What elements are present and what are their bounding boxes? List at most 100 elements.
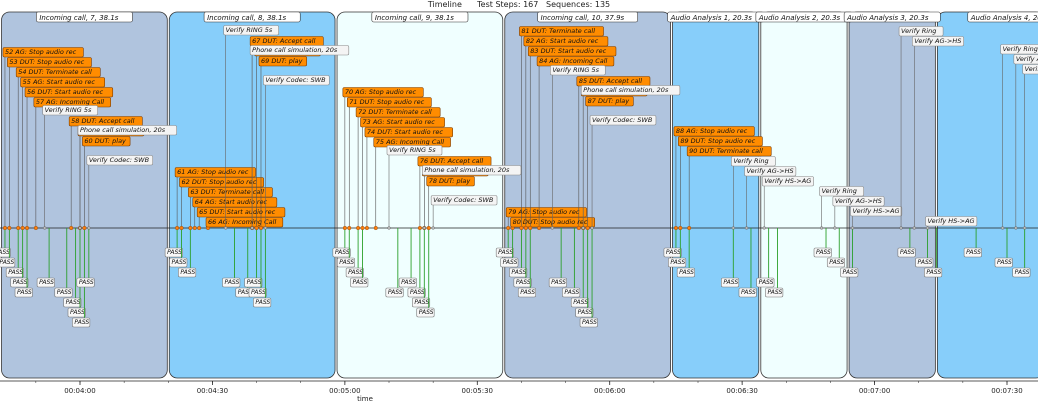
segment-title-text: Incoming call, 10, 37.9s bbox=[541, 14, 625, 22]
pass-label-text: PASS bbox=[0, 259, 14, 266]
verify-marker bbox=[1000, 226, 1005, 230]
pass-label: PASS bbox=[570, 297, 589, 308]
step-label-text: 83 DUT: Start audio rec bbox=[530, 47, 606, 55]
pass-label-box bbox=[676, 267, 695, 278]
step-label-text: 70 AG: Stop audio rec bbox=[345, 88, 417, 96]
x-tick-label: 00:05:00 bbox=[329, 387, 360, 395]
step-marker bbox=[673, 225, 678, 230]
step-marker bbox=[197, 225, 202, 230]
pass-label-text: PASS bbox=[167, 249, 182, 256]
step-marker bbox=[7, 225, 12, 230]
segment-title-8: Audio Analysis 4, 20.3s bbox=[967, 11, 1038, 23]
pass-label-text: PASS bbox=[225, 279, 240, 286]
step-marker bbox=[687, 225, 692, 230]
pass-label: PASS bbox=[332, 247, 351, 258]
verify-marker bbox=[550, 226, 554, 230]
step-label-box bbox=[7, 57, 92, 68]
pass-label: PASS bbox=[500, 257, 519, 268]
step-label-text: 58 DUT: Accept call bbox=[71, 117, 134, 125]
pass-label: PASS bbox=[54, 287, 73, 298]
pass-label: PASS bbox=[756, 277, 775, 288]
verify-label-box bbox=[42, 105, 98, 116]
segment-title-text: Incoming call, 9, 38.1s bbox=[375, 14, 454, 22]
pass-label-text: PASS bbox=[843, 269, 858, 276]
pass-label-text: PASS bbox=[816, 249, 831, 256]
pass-label-text: PASS bbox=[520, 289, 535, 296]
verify-label-box bbox=[1000, 44, 1038, 55]
pass-label-text: PASS bbox=[503, 259, 518, 266]
verify-label: Verify RING 5s bbox=[386, 145, 443, 156]
verify-label: Verify HS->AG bbox=[761, 176, 814, 187]
verify-label: Verify A bbox=[1013, 54, 1038, 65]
pass-label-box bbox=[244, 277, 263, 288]
step-marker bbox=[2, 225, 7, 230]
verify-label-text: Verify bbox=[1025, 65, 1038, 73]
verify-label: Phone call simulation, 20s bbox=[422, 165, 522, 176]
verify-label: Verify AG->HS bbox=[911, 36, 964, 47]
pass-label: PASS bbox=[579, 317, 598, 328]
step-label-text: 76 DUT: Accept call bbox=[420, 157, 483, 165]
pass-label-box bbox=[915, 257, 934, 268]
pass-label: PASS bbox=[575, 307, 594, 318]
pass-label: PASS bbox=[897, 247, 916, 258]
segment-title-text: Audio Analysis 1, 20.3s bbox=[670, 14, 753, 22]
step-label-box bbox=[174, 167, 256, 178]
pass-label-box bbox=[169, 257, 188, 268]
verify-label-text: Verify AG->HS bbox=[914, 37, 961, 45]
step-label: 80 DUT: Stop audio rec bbox=[510, 217, 595, 228]
verify-label-text: Phone call simulation, 20s bbox=[424, 166, 510, 174]
pass-label-box bbox=[579, 317, 598, 328]
segment-panel-5 bbox=[672, 11, 760, 379]
verify-label-box bbox=[850, 206, 903, 217]
step-label-box bbox=[519, 26, 604, 37]
pass-label-text: PASS bbox=[551, 279, 566, 286]
step-marker bbox=[342, 225, 347, 230]
pass-label-box bbox=[0, 247, 11, 258]
pass-label-text: PASS bbox=[511, 269, 526, 276]
verify-label-box bbox=[86, 155, 154, 166]
verify-label: Phone call simulation, 20s bbox=[77, 125, 177, 136]
verify-label-box bbox=[550, 65, 606, 76]
pass-label: PASS bbox=[76, 277, 95, 288]
pass-label-text: PASS bbox=[666, 249, 681, 256]
step-label: 87 DUT: play bbox=[585, 96, 634, 107]
pass-label-text: PASS bbox=[573, 299, 588, 306]
x-tick-label: 00:05:30 bbox=[462, 387, 493, 395]
pass-label: PASS bbox=[826, 257, 845, 268]
pass-label: PASS bbox=[663, 247, 682, 258]
step-label: 54 DUT: Terminate call bbox=[15, 67, 101, 78]
x-tick-label: 00:04:00 bbox=[64, 387, 95, 395]
step-label-text: 65 DUT: Start audio rec bbox=[199, 208, 275, 216]
pass-label-box bbox=[663, 247, 682, 258]
verify-label-text: Verify A bbox=[1016, 55, 1038, 63]
verify-marker bbox=[925, 226, 930, 230]
segment-title-text: Audio Analysis 2, 20.3s bbox=[758, 14, 841, 22]
pass-label-text: PASS bbox=[926, 269, 941, 276]
verify-label-box bbox=[898, 26, 944, 37]
verify-label: Verify Codec: SWB bbox=[263, 75, 330, 86]
pass-label: PASS bbox=[244, 277, 263, 288]
pass-label-text: PASS bbox=[767, 289, 782, 296]
pass-label-text: PASS bbox=[17, 289, 32, 296]
pass-label-box bbox=[994, 257, 1013, 268]
pass-label: PASS bbox=[67, 307, 86, 318]
pass-label-text: PASS bbox=[829, 259, 844, 266]
verify-label-box bbox=[249, 45, 350, 56]
x-axis-label: time bbox=[357, 395, 373, 403]
step-label-text: 89 DUT: Stop audio rec bbox=[680, 137, 755, 145]
step-label: 58 DUT: Accept call bbox=[68, 116, 143, 127]
pass-label-text: PASS bbox=[180, 269, 195, 276]
verify-label: Verify Codec: SWB bbox=[430, 195, 498, 206]
pass-label-box bbox=[963, 247, 982, 258]
step-label-box bbox=[346, 97, 432, 108]
step-label: 88 AG: Stop audio rec bbox=[673, 126, 755, 137]
verify-marker bbox=[819, 226, 824, 230]
pass-label-box bbox=[416, 307, 435, 318]
segment-title-2: Incoming call, 8, 38.1s bbox=[203, 11, 301, 23]
segment-title-text: Audio Analysis 3, 20.3s bbox=[846, 14, 929, 22]
step-label: 65 DUT: Start audio rec bbox=[196, 207, 286, 218]
verify-marker bbox=[43, 226, 47, 230]
segment-title-box bbox=[843, 11, 941, 23]
pass-label-box bbox=[562, 287, 581, 298]
